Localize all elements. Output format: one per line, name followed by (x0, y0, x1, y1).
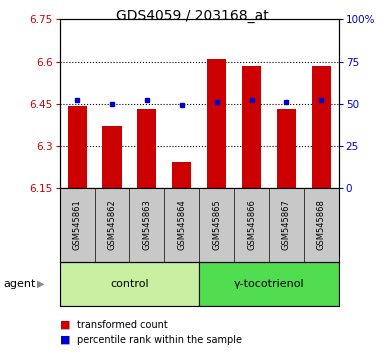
Text: control: control (110, 279, 149, 289)
Text: ▶: ▶ (37, 279, 44, 289)
Text: percentile rank within the sample: percentile rank within the sample (77, 335, 242, 345)
Text: GSM545864: GSM545864 (177, 199, 186, 250)
Bar (207, 59, 226, 188)
Bar (277, 109, 296, 188)
Text: agent: agent (4, 279, 36, 289)
Text: GSM545867: GSM545867 (282, 199, 291, 250)
Text: GSM545865: GSM545865 (212, 199, 221, 250)
Text: GSM545863: GSM545863 (142, 199, 151, 250)
Bar (199, 262, 339, 306)
Bar (67, 106, 87, 188)
Text: GSM545866: GSM545866 (247, 199, 256, 250)
Text: γ-tocotrienol: γ-tocotrienol (234, 279, 304, 289)
Text: GSM545868: GSM545868 (317, 199, 326, 250)
Text: GDS4059 / 203168_at: GDS4059 / 203168_at (116, 9, 269, 23)
Bar (137, 109, 156, 188)
Text: ■: ■ (60, 335, 70, 345)
Bar (60, 262, 199, 306)
Bar (242, 66, 261, 188)
Text: GSM545861: GSM545861 (73, 199, 82, 250)
Text: transformed count: transformed count (77, 320, 168, 330)
Bar (172, 162, 191, 188)
Bar (102, 126, 122, 188)
Text: GSM545862: GSM545862 (107, 199, 117, 250)
Bar (312, 66, 331, 188)
Text: ■: ■ (60, 320, 70, 330)
